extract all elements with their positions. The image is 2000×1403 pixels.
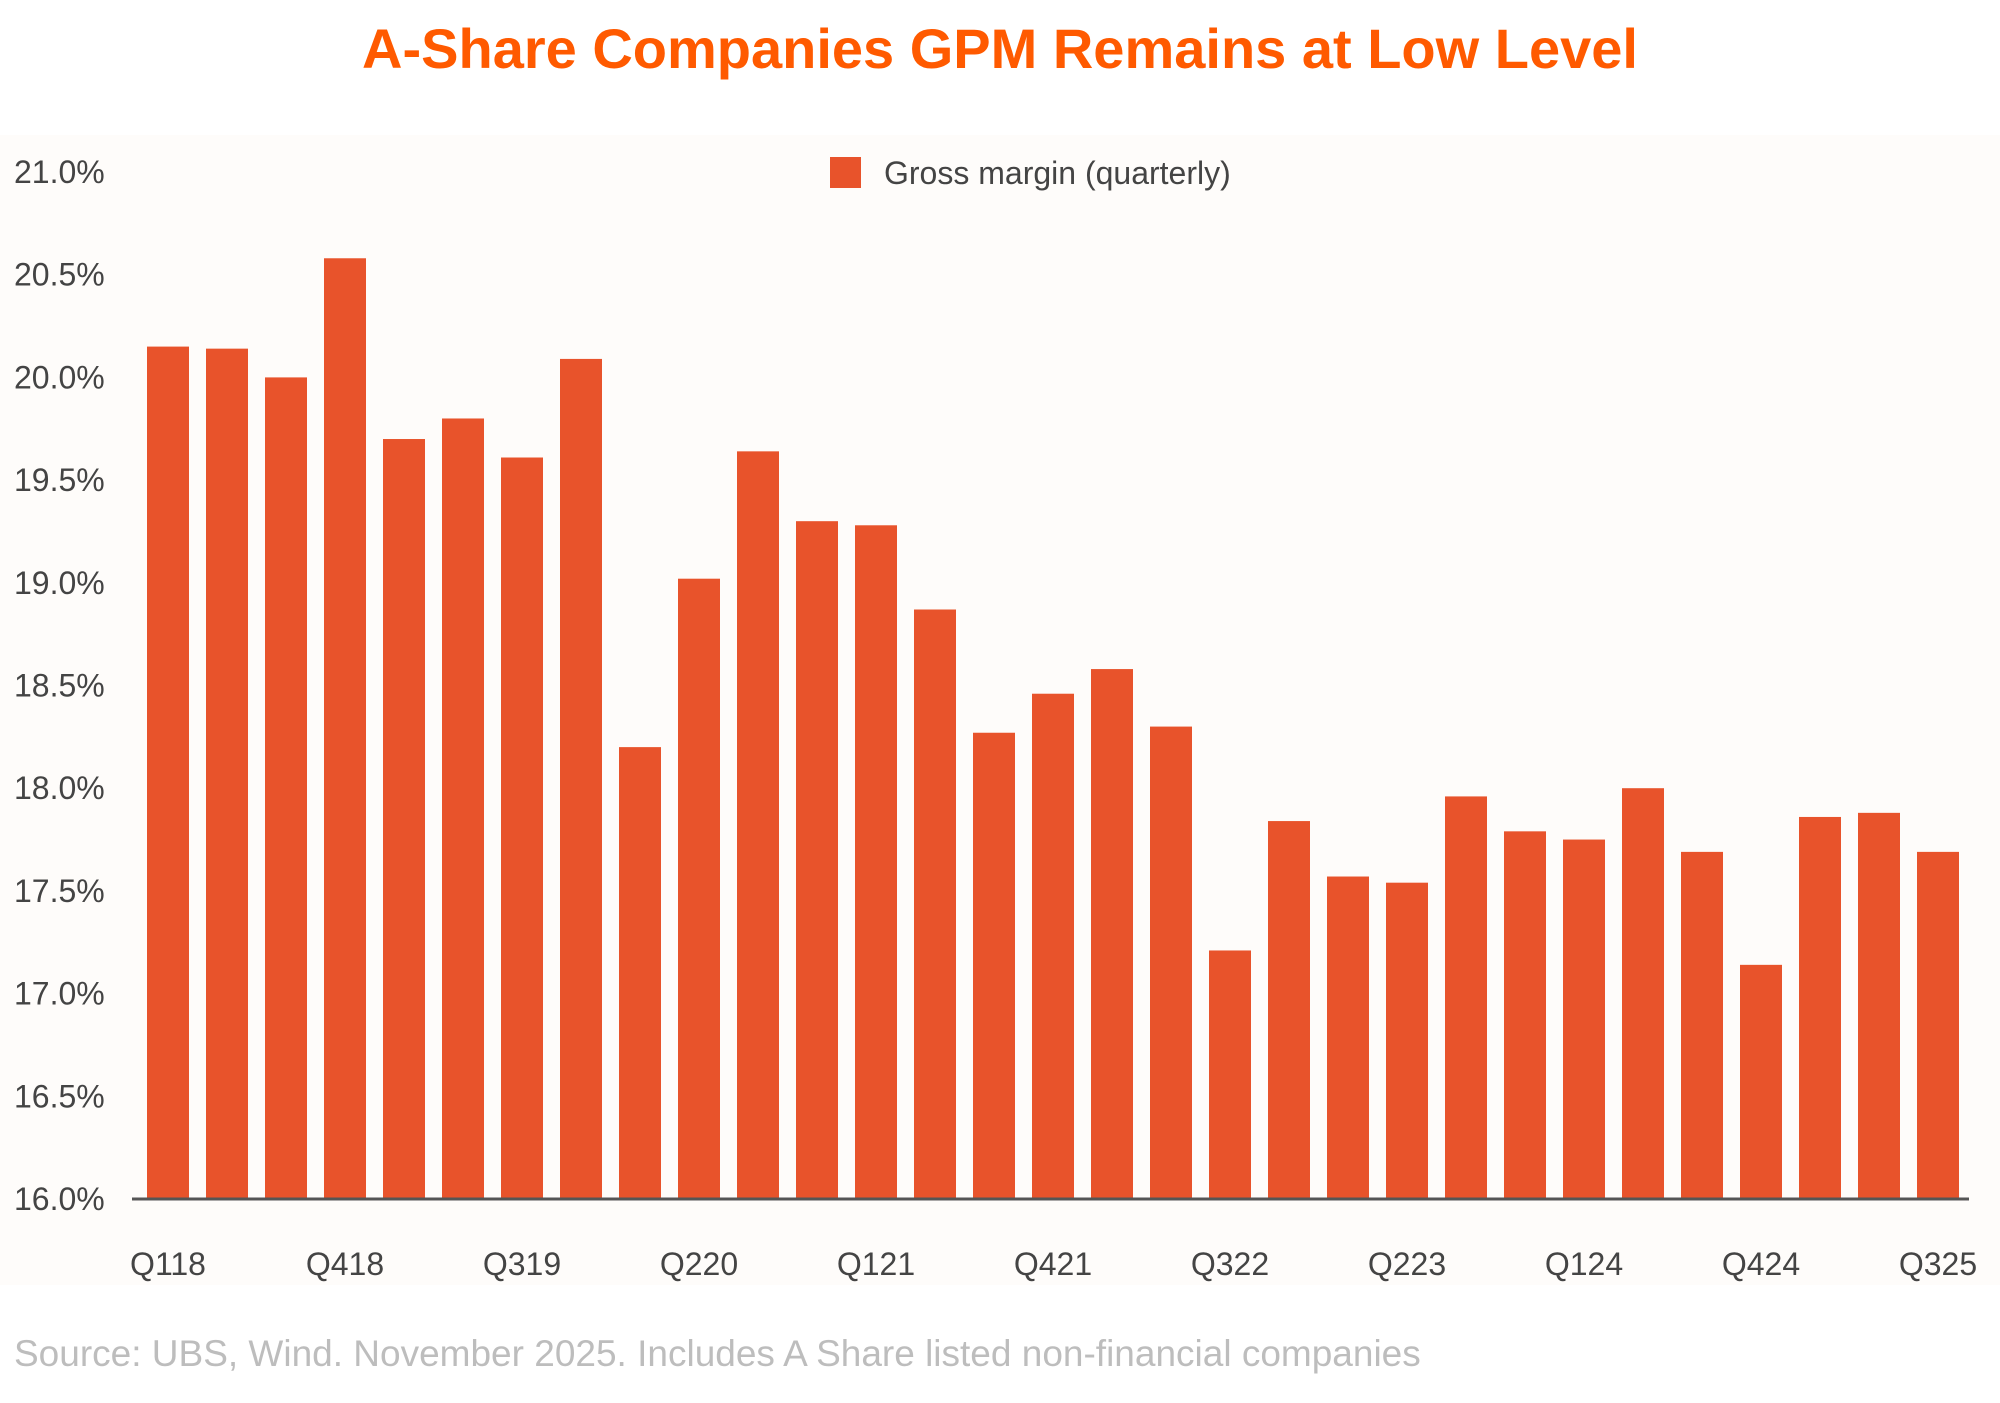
- legend-label: Gross margin (quarterly): [884, 155, 1231, 191]
- bar: [619, 747, 661, 1199]
- y-tick-label: 18.5%: [14, 668, 105, 704]
- x-tick-label: Q424: [1722, 1246, 1800, 1282]
- bar: [973, 732, 1015, 1199]
- bar: [796, 521, 838, 1199]
- bar: [1032, 693, 1074, 1199]
- bar: [1445, 796, 1487, 1199]
- bar: [1150, 726, 1192, 1199]
- legend: Gross margin (quarterly): [830, 155, 1231, 191]
- y-tick-label: 19.0%: [14, 565, 105, 601]
- bar: [147, 346, 189, 1200]
- x-axis-ticks: Q118 Q418 Q319 Q220 Q121 Q421 Q322 Q223 Q124 Q424…: [130, 1246, 1977, 1282]
- bar: [1386, 882, 1428, 1199]
- bar: [501, 457, 543, 1200]
- y-tick-label: 19.5%: [14, 462, 105, 498]
- bar: [206, 348, 248, 1199]
- y-tick-label: 20.0%: [14, 359, 105, 395]
- y-tick-label: 18.0%: [14, 770, 105, 806]
- bar: [1622, 788, 1664, 1199]
- bar: [324, 258, 366, 1199]
- bar: [1858, 812, 1900, 1199]
- bar: [737, 451, 779, 1199]
- y-tick-label: 16.5%: [14, 1078, 105, 1114]
- bar: [1268, 821, 1310, 1199]
- bar: [1917, 851, 1959, 1199]
- bar: [383, 439, 425, 1199]
- bar: [560, 358, 602, 1199]
- x-tick-label: Q325: [1899, 1246, 1977, 1282]
- y-tick-label: 16.0%: [14, 1181, 105, 1217]
- x-tick-label: Q418: [306, 1246, 384, 1282]
- y-tick-label: 21.0%: [14, 154, 105, 190]
- x-tick-label: Q121: [837, 1246, 915, 1282]
- bar: [1209, 950, 1251, 1199]
- bar: [1799, 816, 1841, 1199]
- y-axis-ticks: 16.0% 16.5% 17.0% 17.5% 18.0% 18.5% 19.0% 19.5%…: [14, 154, 105, 1217]
- y-tick-label: 17.5%: [14, 873, 105, 909]
- bar: [442, 418, 484, 1200]
- bar: [1740, 964, 1782, 1199]
- y-tick-label: 17.0%: [14, 976, 105, 1012]
- x-tick-label: Q223: [1368, 1246, 1446, 1282]
- source-note: Source: UBS, Wind. November 2025. Includ…: [14, 1333, 1421, 1374]
- y-tick-label: 20.5%: [14, 257, 105, 293]
- bars: [147, 258, 1959, 1200]
- x-tick-label: Q220: [660, 1246, 738, 1282]
- x-tick-label: Q421: [1014, 1246, 1092, 1282]
- x-tick-label: Q322: [1191, 1246, 1269, 1282]
- bar: [1327, 876, 1369, 1199]
- bar: [678, 578, 720, 1199]
- chart-title: A-Share Companies GPM Remains at Low Lev…: [362, 17, 1638, 80]
- bar: [1091, 669, 1133, 1199]
- bar: [1563, 839, 1605, 1199]
- x-tick-label: Q319: [483, 1246, 561, 1282]
- bar: [1681, 851, 1723, 1199]
- x-tick-label: Q124: [1545, 1246, 1623, 1282]
- bar: [914, 609, 956, 1199]
- bar: [1504, 831, 1546, 1199]
- legend-swatch: [830, 157, 861, 188]
- bar: [855, 525, 897, 1199]
- bar: [265, 377, 307, 1199]
- x-tick-label: Q118: [130, 1246, 206, 1282]
